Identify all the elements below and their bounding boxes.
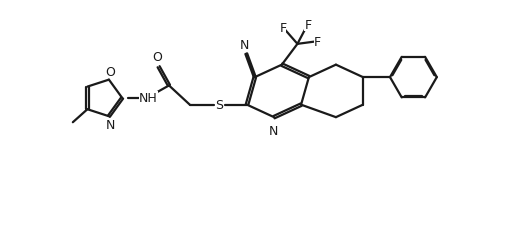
Text: N: N <box>240 39 250 52</box>
Text: N: N <box>105 119 114 132</box>
Text: O: O <box>153 50 162 63</box>
Text: NH: NH <box>139 92 158 105</box>
Text: F: F <box>304 18 311 32</box>
Text: F: F <box>279 22 287 35</box>
Text: F: F <box>314 36 321 49</box>
Text: N: N <box>268 124 278 137</box>
Text: S: S <box>215 99 224 112</box>
Text: O: O <box>105 65 115 78</box>
